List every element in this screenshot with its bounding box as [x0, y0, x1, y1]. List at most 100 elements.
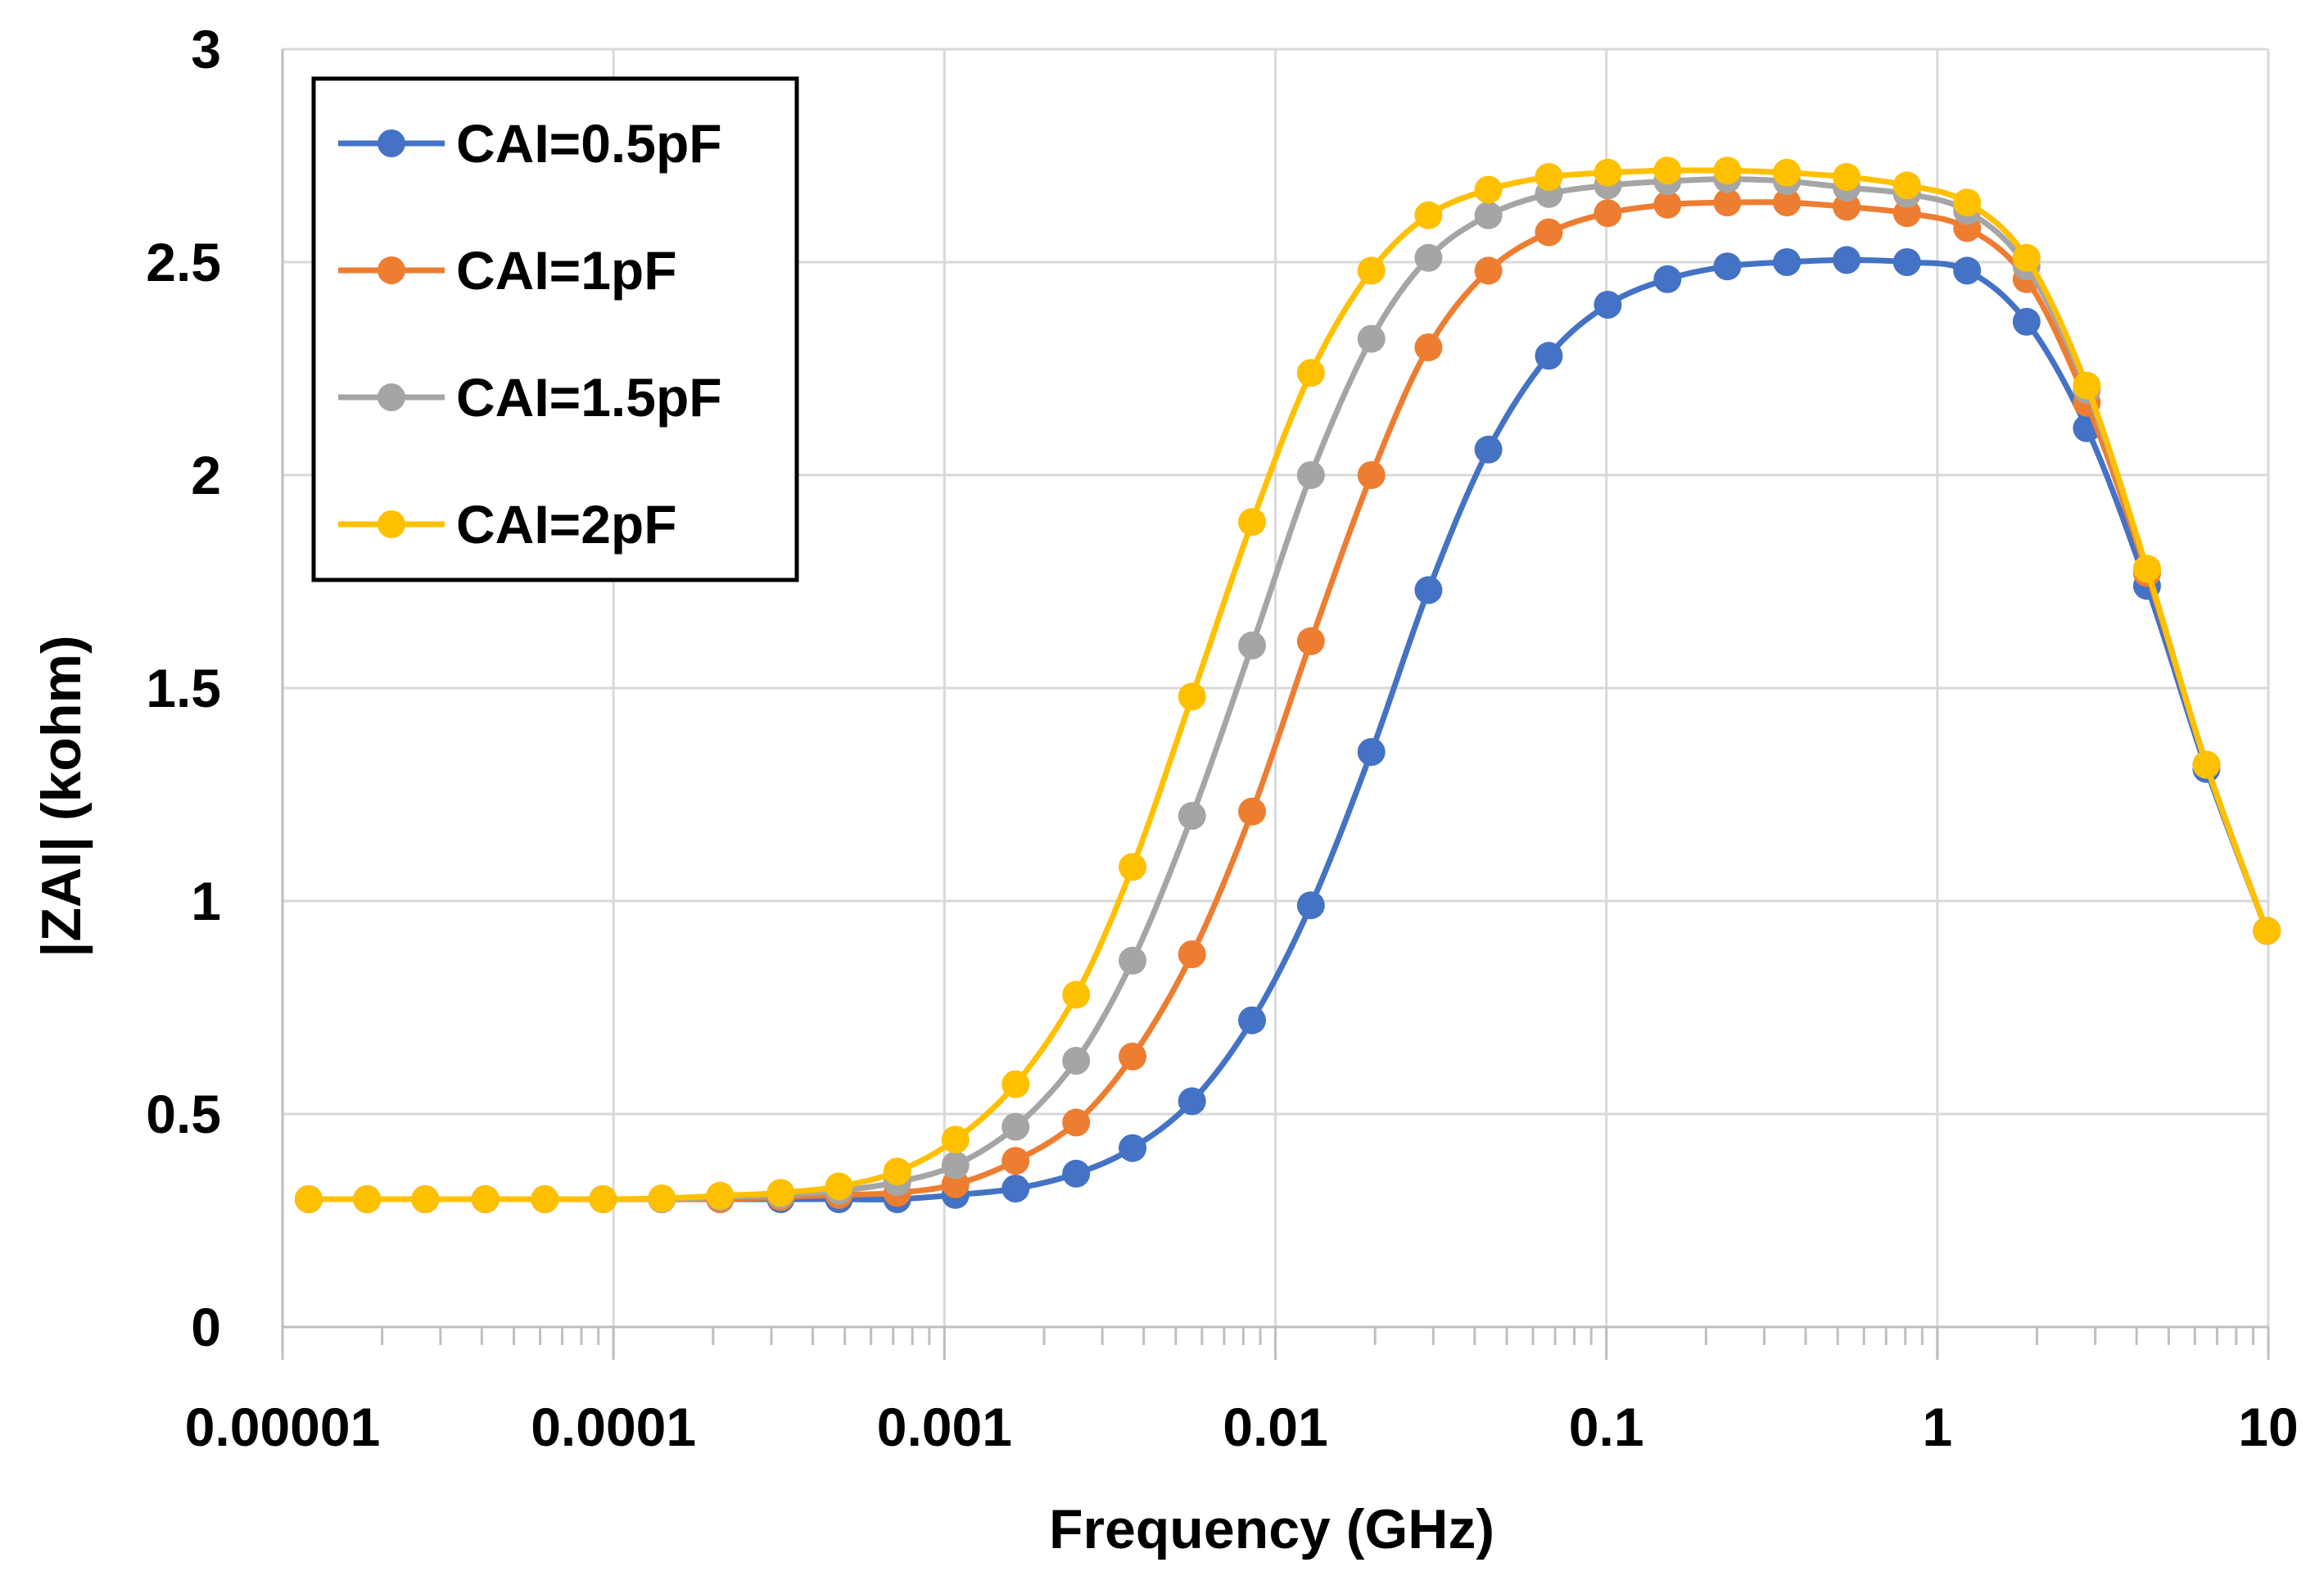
data-point — [1119, 946, 1146, 975]
x-tick-label: 0.00001 — [185, 1397, 381, 1457]
data-point — [648, 1184, 676, 1212]
data-point — [1119, 1134, 1146, 1162]
data-point — [1594, 158, 1622, 187]
data-point — [1119, 853, 1146, 881]
data-point — [1892, 171, 1921, 200]
y-tick-label: 1 — [191, 871, 221, 931]
data-point — [941, 1170, 970, 1198]
data-point — [1062, 1047, 1091, 1075]
legend-entry: CAI=1.5pF — [338, 367, 722, 428]
data-point — [1001, 1112, 1030, 1141]
y-tick-label: 0.5 — [146, 1084, 221, 1144]
series-4 — [295, 156, 2281, 1213]
data-point — [1178, 682, 1206, 711]
legend-box — [311, 76, 799, 582]
data-point — [1178, 1087, 1206, 1116]
x-axis-title: Frequency (GHz) — [1049, 1498, 1494, 1560]
data-point — [941, 1151, 970, 1180]
data-point — [353, 1185, 382, 1213]
data-point — [1953, 256, 1982, 285]
data-point — [1773, 158, 1802, 187]
data-point — [766, 1179, 795, 1207]
data-point — [1296, 359, 1325, 387]
legend-swatch-marker — [378, 383, 405, 411]
x-tick-label: 0.0001 — [531, 1397, 696, 1457]
data-point — [1653, 265, 1682, 293]
data-point — [1653, 190, 1682, 219]
data-point — [1474, 175, 1503, 204]
legend-swatch-marker — [378, 510, 405, 538]
data-point — [1296, 461, 1325, 489]
data-point — [2253, 917, 2281, 945]
y-tick-label: 1.5 — [146, 658, 221, 718]
data-point — [2073, 371, 2101, 400]
data-point — [1238, 797, 1266, 826]
data-point — [1357, 324, 1386, 353]
data-point — [1594, 199, 1622, 228]
data-point — [2012, 243, 2041, 272]
data-point — [1062, 1108, 1091, 1137]
data-point — [1713, 252, 1742, 281]
data-point — [1713, 188, 1742, 217]
x-tick-label: 1 — [1922, 1397, 1952, 1457]
y-axis-title: |ZAI| (kohm) — [30, 635, 93, 957]
x-tick-label: 0.001 — [877, 1397, 1012, 1457]
data-point — [1535, 342, 1563, 370]
data-point — [1414, 243, 1443, 272]
data-point — [1238, 632, 1266, 659]
legend-label: CAI=1.5pF — [456, 367, 722, 428]
legend-label: CAI=0.5pF — [456, 113, 722, 174]
data-point — [1535, 163, 1563, 191]
y-tick-label: 2 — [191, 445, 221, 505]
data-point — [1594, 291, 1622, 319]
x-tick-label: 0.1 — [1569, 1397, 1644, 1457]
data-point — [1414, 576, 1443, 605]
data-point — [1535, 218, 1563, 247]
data-point — [883, 1157, 911, 1186]
legend-entry: CAI=2pF — [338, 494, 677, 555]
data-point — [1892, 199, 1921, 228]
data-point — [1773, 248, 1802, 276]
data-point — [1414, 333, 1443, 361]
axes: 0 0.5 1 1.5 2 2.5 3 0.00001 0.0001 0.001 0.01 0.1 1 1… — [146, 19, 2298, 1457]
y-tick-label: 0 — [191, 1297, 221, 1357]
data-point — [1357, 738, 1386, 766]
plot-area — [295, 156, 2281, 1213]
legend-swatch-marker — [378, 129, 405, 157]
data-point — [531, 1185, 559, 1213]
data-point — [825, 1172, 853, 1201]
data-point — [1357, 256, 1386, 285]
data-point — [1178, 940, 1206, 968]
data-point — [1001, 1070, 1030, 1098]
data-point — [295, 1185, 323, 1213]
data-point — [1001, 1175, 1030, 1202]
legend-label: CAI=2pF — [456, 494, 677, 555]
legend-entry: CAI=1pF — [338, 240, 677, 301]
data-point — [1238, 508, 1266, 537]
data-point — [1833, 246, 1861, 274]
data-point — [1296, 891, 1325, 920]
data-point — [589, 1185, 617, 1213]
data-point — [1001, 1147, 1030, 1175]
data-point — [1833, 163, 1861, 191]
data-point — [1953, 188, 1982, 217]
legend-swatch-marker — [378, 256, 405, 284]
data-point — [1062, 1159, 1091, 1188]
data-point — [1357, 461, 1386, 489]
data-point — [1892, 248, 1921, 276]
data-point — [1296, 627, 1325, 655]
y-tick-label: 3 — [191, 19, 221, 79]
data-point — [2192, 750, 2221, 779]
data-point — [1833, 192, 1861, 221]
data-point — [1119, 1042, 1146, 1071]
legend: CAI=0.5pF CAI=1pF CAI=1.5pF CAI=2pF — [311, 76, 799, 582]
data-point — [1178, 802, 1206, 830]
data-point — [1062, 980, 1091, 1009]
y-tick-label: 2.5 — [146, 232, 221, 292]
data-point — [1713, 156, 1742, 185]
data-point — [941, 1125, 970, 1154]
data-point — [706, 1181, 735, 1210]
data-point — [1474, 435, 1503, 464]
data-point — [1773, 188, 1802, 217]
data-point — [471, 1185, 500, 1213]
